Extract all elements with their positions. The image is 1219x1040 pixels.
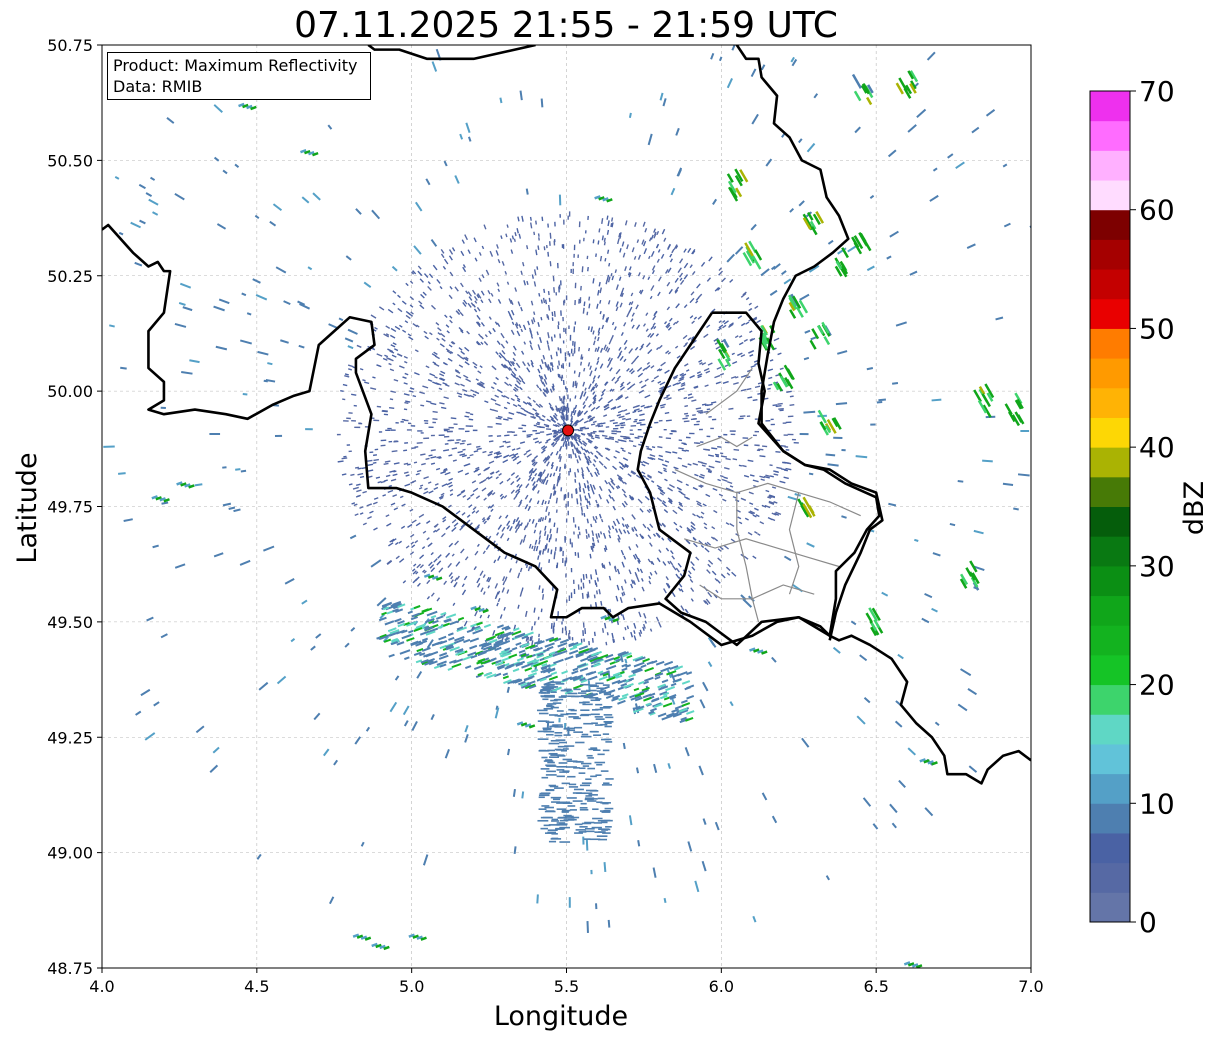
product-label: Product: Maximum Reflectivity bbox=[113, 56, 358, 75]
country-border bbox=[367, 45, 536, 61]
country-border bbox=[102, 223, 1031, 785]
x-axis-label: Longitude bbox=[494, 1001, 628, 1032]
colorbar-swatch bbox=[1090, 625, 1130, 656]
colorbar-swatch bbox=[1090, 298, 1130, 329]
country-borders bbox=[102, 45, 1031, 785]
y-tick-label: 49.75 bbox=[47, 498, 93, 517]
map-title: 07.11.2025 21:55 - 21:59 UTC bbox=[294, 5, 838, 46]
colorbar-swatch bbox=[1090, 595, 1130, 626]
colorbar: 0 10 20 30 40 50 60 70 bbox=[1089, 75, 1175, 939]
colorbar-swatch bbox=[1090, 743, 1130, 775]
colorbar-swatch bbox=[1090, 150, 1130, 181]
colorbar-swatch bbox=[1090, 269, 1130, 300]
colorbar-swatch bbox=[1090, 120, 1130, 151]
colorbar-swatch bbox=[1090, 180, 1130, 211]
colorbar-swatch bbox=[1090, 506, 1130, 537]
colorbar-swatch bbox=[1090, 714, 1130, 745]
x-tick-label: 6.5 bbox=[863, 977, 888, 996]
colorbar-tick-label: 50 bbox=[1139, 312, 1175, 345]
colorbar-tick-label: 0 bbox=[1139, 906, 1157, 939]
y-tick-label: 49.25 bbox=[47, 728, 93, 747]
colorbar-tick-label: 10 bbox=[1139, 787, 1175, 820]
country-border bbox=[636, 311, 881, 647]
data-source-label: Data: RMIB bbox=[113, 77, 203, 96]
colorbar-label: dBZ bbox=[1179, 481, 1210, 535]
colorbar-swatch bbox=[1090, 358, 1130, 389]
colorbar-swatch bbox=[1090, 832, 1130, 864]
colorbar-swatch bbox=[1090, 91, 1130, 122]
internal-boundary bbox=[705, 367, 753, 415]
x-tick-label: 5.0 bbox=[399, 977, 424, 996]
colorbar-swatch bbox=[1090, 239, 1130, 270]
colorbar-tick-label: 20 bbox=[1139, 669, 1175, 702]
colorbar-swatch bbox=[1090, 476, 1130, 507]
internal-boundary bbox=[788, 492, 800, 595]
colorbar-tick-label: 70 bbox=[1139, 75, 1175, 108]
product-info-box: Product: Maximum Reflectivity Data: RMIB bbox=[107, 52, 371, 100]
colorbar-tick-label: 40 bbox=[1139, 431, 1175, 464]
internal-boundary bbox=[684, 538, 840, 568]
x-axis-ticks: 4.0 4.5 5.0 5.5 6.0 6.5 7.0 bbox=[89, 968, 1044, 996]
colorbar-swatch bbox=[1090, 328, 1130, 359]
y-tick-label: 50.50 bbox=[47, 151, 93, 170]
y-tick-label: 50.75 bbox=[47, 36, 93, 55]
colorbar-swatch bbox=[1090, 773, 1130, 804]
colorbar-swatch bbox=[1090, 654, 1130, 686]
y-axis-label: Latitude bbox=[12, 452, 43, 563]
x-tick-label: 5.5 bbox=[554, 977, 579, 996]
colorbar-swatch bbox=[1090, 803, 1130, 834]
colorbar-swatch bbox=[1090, 862, 1130, 893]
internal-boundary bbox=[696, 436, 753, 448]
colorbar-swatch bbox=[1090, 209, 1130, 240]
colorbar-swatch bbox=[1090, 447, 1130, 478]
y-tick-label: 50.00 bbox=[47, 382, 93, 401]
x-tick-label: 4.5 bbox=[244, 977, 269, 996]
y-axis-ticks: 50.75 50.50 50.25 50.00 49.75 49.50 49.25 49.00… bbox=[47, 36, 102, 978]
radar-site-marker bbox=[562, 424, 575, 437]
internal-boundary bbox=[699, 584, 815, 600]
internal-boundary bbox=[736, 492, 760, 623]
y-tick-label: 49.00 bbox=[47, 844, 93, 863]
x-tick-label: 4.0 bbox=[89, 977, 114, 996]
y-tick-label: 50.25 bbox=[47, 267, 93, 286]
colorbar-swatch bbox=[1090, 892, 1130, 923]
internal-boundary bbox=[674, 469, 861, 517]
x-tick-label: 7.0 bbox=[1018, 977, 1043, 996]
colorbar-swatch bbox=[1090, 536, 1130, 567]
x-tick-label: 6.0 bbox=[709, 977, 734, 996]
reflectivity-echoes bbox=[103, 45, 1031, 968]
colorbar-tick-label: 30 bbox=[1139, 550, 1175, 583]
y-tick-label: 48.75 bbox=[47, 959, 93, 978]
colorbar-tick-label: 60 bbox=[1139, 194, 1175, 227]
country-border bbox=[735, 45, 884, 641]
colorbar-swatch bbox=[1090, 417, 1130, 448]
colorbar-swatch bbox=[1090, 684, 1130, 715]
colorbar-swatch bbox=[1090, 387, 1130, 418]
map-plot-area bbox=[101, 44, 1032, 969]
y-tick-label: 49.50 bbox=[47, 613, 93, 632]
colorbar-frame bbox=[1089, 90, 1131, 923]
colorbar-swatch bbox=[1090, 565, 1130, 597]
